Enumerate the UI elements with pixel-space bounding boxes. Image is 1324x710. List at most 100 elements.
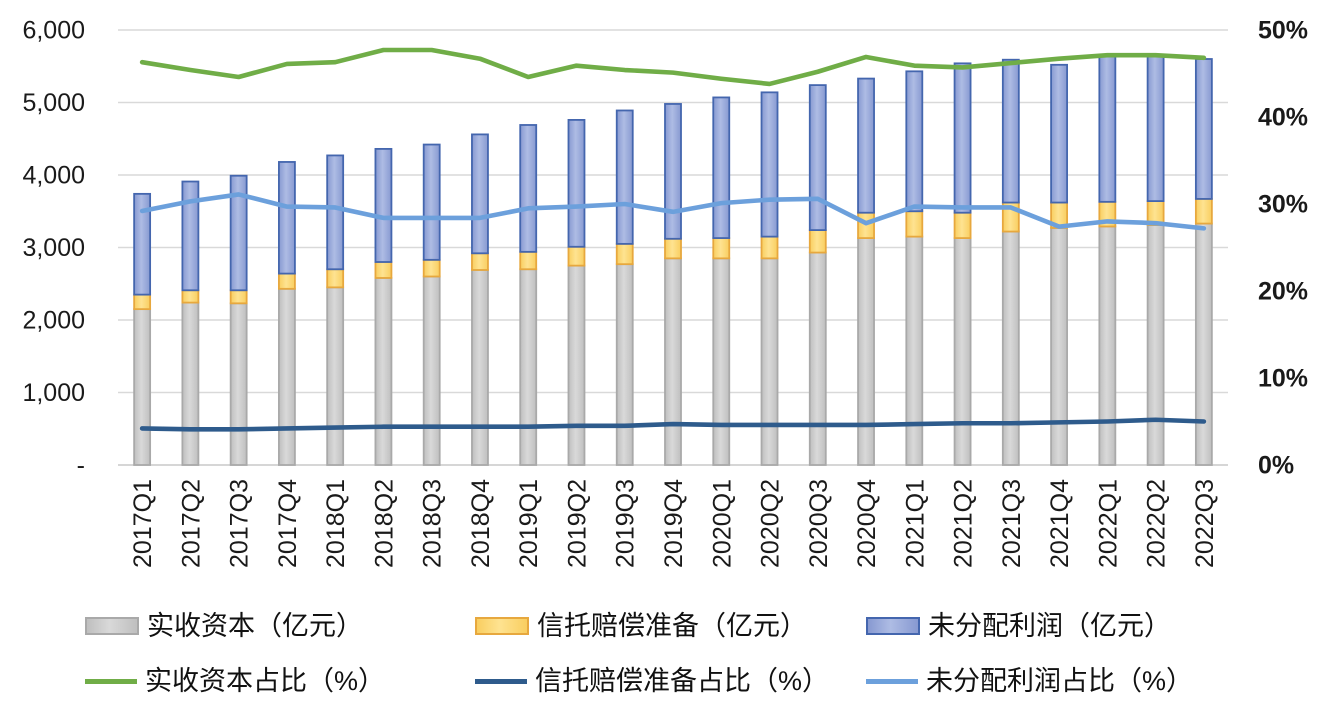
bar-paid-in-capital-2021Q2 bbox=[953, 237, 972, 466]
line-undistributed-profit-ratio bbox=[139, 192, 1207, 231]
x-axis-label-2017Q3: 2017Q3 bbox=[226, 479, 254, 568]
right-axis-tick: 10% bbox=[1258, 365, 1308, 393]
bar-paid-in-capital-2018Q2 bbox=[374, 277, 393, 466]
bar-trust-compensation-reserve-2017Q2 bbox=[181, 289, 200, 304]
bar-paid-in-capital-2018Q3 bbox=[422, 275, 441, 466]
bar-undistributed-profit-2017Q1 bbox=[133, 192, 152, 296]
bar-paid-in-capital-2017Q1 bbox=[133, 308, 152, 466]
bar-trust-compensation-reserve-2020Q3 bbox=[808, 229, 827, 254]
legend-label: 未分配利润占比（%） bbox=[926, 666, 1194, 696]
x-axis-label-2019Q2: 2019Q2 bbox=[563, 479, 591, 568]
bar-undistributed-profit-2020Q1 bbox=[712, 96, 731, 239]
bar-trust-compensation-reserve-2018Q2 bbox=[374, 261, 393, 279]
bar-undistributed-profit-2017Q3 bbox=[229, 174, 248, 292]
left-axis-tick: 5,000 bbox=[22, 89, 85, 117]
left-axis-tick: 2,000 bbox=[22, 307, 85, 335]
x-axis-label-2021Q2: 2021Q2 bbox=[950, 479, 978, 568]
bar-trust-compensation-reserve-2022Q3 bbox=[1194, 198, 1213, 225]
bar-trust-compensation-reserve-2017Q1 bbox=[133, 293, 152, 311]
x-axis-label-2018Q1: 2018Q1 bbox=[322, 479, 350, 568]
line-paid-in-capital-ratio bbox=[139, 47, 1207, 87]
bar-paid-in-capital-2021Q3 bbox=[1001, 230, 1020, 466]
combo-chart-plot: 6,000 5,000 4,000 3,000 2,000 1,000 - 50% 40% 30%… bbox=[22, 17, 1308, 568]
legend-item-trust-compensation-reserve: 信托赔偿准备（亿元） bbox=[475, 611, 807, 641]
paid-in-capital-ratio-line-icon bbox=[85, 678, 137, 684]
bar-trust-compensation-reserve-2021Q2 bbox=[953, 211, 972, 239]
bar-undistributed-profit-2022Q2 bbox=[1146, 55, 1165, 202]
bar-trust-compensation-reserve-2019Q1 bbox=[519, 250, 538, 271]
bar-paid-in-capital-2022Q3 bbox=[1194, 222, 1213, 466]
x-axis-label-2022Q3: 2022Q3 bbox=[1191, 479, 1219, 568]
right-axis-tick: 40% bbox=[1258, 104, 1308, 132]
bar-paid-in-capital-2020Q4 bbox=[857, 237, 875, 466]
x-axis-label-2020Q4: 2020Q4 bbox=[853, 479, 881, 568]
bar-trust-compensation-reserve-2019Q3 bbox=[615, 242, 634, 266]
left-axis-tick: 1,000 bbox=[22, 379, 85, 407]
right-axis-tick: 50% bbox=[1258, 17, 1308, 45]
bar-undistributed-profit-2017Q4 bbox=[278, 161, 296, 275]
bar-paid-in-capital-2022Q1 bbox=[1098, 225, 1117, 466]
legend-item-undistributed-profit: 未分配利润（亿元） bbox=[866, 611, 1171, 641]
bar-trust-compensation-reserve-2017Q4 bbox=[278, 272, 296, 290]
legend-item-undistributed-profit-ratio: 未分配利润占比（%） bbox=[866, 666, 1193, 696]
bar-paid-in-capital-2019Q1 bbox=[519, 268, 538, 466]
bar-paid-in-capital-2021Q4 bbox=[1050, 227, 1068, 466]
bar-paid-in-capital-2019Q2 bbox=[567, 264, 586, 466]
bar-trust-compensation-reserve-2020Q1 bbox=[712, 237, 731, 260]
x-axis-label-2020Q2: 2020Q2 bbox=[757, 479, 785, 568]
x-axis-label-2021Q4: 2021Q4 bbox=[1046, 479, 1074, 568]
right-axis-tick: 30% bbox=[1258, 191, 1308, 219]
bar-paid-in-capital-2021Q1 bbox=[905, 235, 924, 466]
bar-undistributed-profit-2020Q4 bbox=[857, 77, 875, 214]
bar-undistributed-profit-2019Q1 bbox=[519, 124, 538, 253]
bar-undistributed-profit-2021Q1 bbox=[905, 70, 924, 213]
right-axis-tick: 0% bbox=[1258, 452, 1294, 480]
legend-label: 信托赔偿准备（亿元） bbox=[537, 611, 807, 641]
bar-undistributed-profit-2018Q2 bbox=[374, 147, 393, 263]
x-axis-label-2018Q3: 2018Q3 bbox=[419, 479, 447, 568]
bar-paid-in-capital-2018Q1 bbox=[326, 286, 345, 466]
paid-in-capital-swatch-icon bbox=[85, 617, 139, 635]
bar-paid-in-capital-2017Q4 bbox=[278, 287, 296, 466]
legend-item-trust-compensation-reserve-ratio: 信托赔偿准备占比（%） bbox=[475, 666, 829, 696]
bar-paid-in-capital-2018Q4 bbox=[471, 269, 489, 466]
x-axis-label-2018Q4: 2018Q4 bbox=[467, 479, 495, 568]
trust-compensation-reserve-ratio-line-icon bbox=[475, 678, 527, 684]
bar-paid-in-capital-2017Q3 bbox=[229, 302, 248, 466]
bar-trust-compensation-reserve-2021Q1 bbox=[905, 210, 924, 238]
bar-paid-in-capital-2020Q1 bbox=[712, 257, 731, 466]
bar-paid-in-capital-2019Q3 bbox=[615, 263, 634, 466]
undistributed-profit-swatch-icon bbox=[866, 617, 920, 635]
x-axis-label-2022Q1: 2022Q1 bbox=[1094, 479, 1122, 568]
x-axis-label-2022Q2: 2022Q2 bbox=[1143, 479, 1171, 568]
bar-trust-compensation-reserve-2020Q2 bbox=[760, 235, 779, 260]
bar-paid-in-capital-2019Q4 bbox=[664, 257, 682, 466]
legend-item-paid-in-capital: 实收资本（亿元） bbox=[85, 611, 363, 641]
bar-undistributed-profit-2020Q3 bbox=[808, 84, 827, 231]
bar-undistributed-profit-2020Q2 bbox=[760, 91, 779, 238]
bar-paid-in-capital-2020Q2 bbox=[760, 257, 779, 466]
left-axis-tick: - bbox=[77, 452, 85, 480]
bar-undistributed-profit-2021Q3 bbox=[1001, 58, 1020, 204]
x-axis-label-2019Q3: 2019Q3 bbox=[612, 479, 640, 568]
x-axis-label-2020Q1: 2020Q1 bbox=[708, 479, 736, 568]
bar-trust-compensation-reserve-2017Q3 bbox=[229, 289, 248, 305]
bar-undistributed-profit-2022Q3 bbox=[1194, 58, 1213, 200]
bar-trust-compensation-reserve-2019Q4 bbox=[664, 237, 682, 260]
bar-paid-in-capital-2022Q2 bbox=[1146, 224, 1165, 466]
legend-item-paid-in-capital-ratio: 实收资本占比（%） bbox=[85, 666, 385, 696]
x-axis-label-2021Q1: 2021Q1 bbox=[901, 479, 929, 568]
left-axis-tick: 6,000 bbox=[22, 17, 85, 45]
bar-undistributed-profit-2022Q1 bbox=[1098, 54, 1117, 203]
bar-undistributed-profit-2021Q2 bbox=[953, 62, 972, 214]
bar-trust-compensation-reserve-2018Q1 bbox=[326, 268, 345, 289]
line-trust-compensation-reserve-ratio bbox=[139, 417, 1207, 432]
undistributed-profit-ratio-line-icon bbox=[866, 678, 918, 684]
bar-undistributed-profit-2017Q2 bbox=[181, 180, 200, 292]
right-axis-tick: 20% bbox=[1258, 278, 1308, 306]
x-axis-label-2017Q4: 2017Q4 bbox=[274, 479, 302, 568]
left-axis-tick: 3,000 bbox=[22, 234, 85, 262]
bar-undistributed-profit-2018Q1 bbox=[326, 154, 345, 271]
x-axis-label-2020Q3: 2020Q3 bbox=[805, 479, 833, 568]
